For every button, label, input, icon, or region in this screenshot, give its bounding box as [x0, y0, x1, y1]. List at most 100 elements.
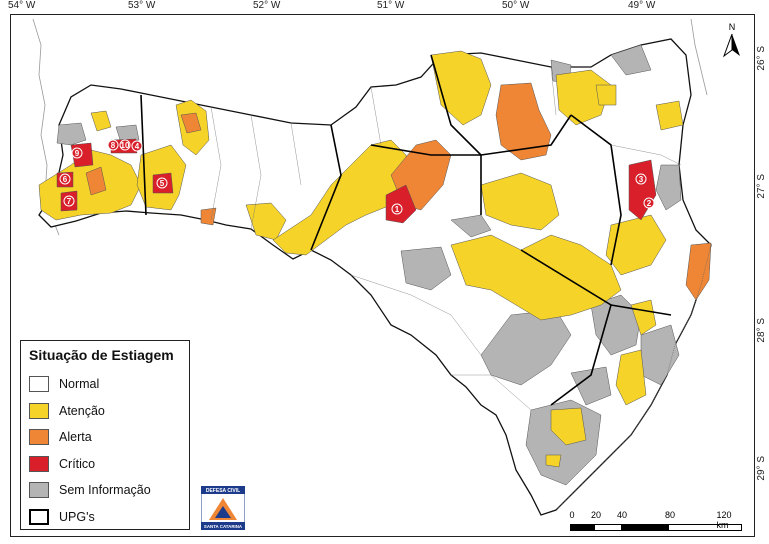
upg-boundary	[610, 304, 672, 316]
longitude-tick: 50° W	[502, 0, 530, 11]
logo-text-top: DEFESA CIVIL	[206, 488, 240, 494]
municipal-line	[370, 86, 382, 146]
scale-label: 40	[616, 510, 628, 520]
upg-boundary	[370, 144, 481, 156]
region-attention	[550, 407, 587, 446]
longitude-tick: 54° W	[8, 0, 36, 11]
scale-label: 120 km	[716, 510, 732, 530]
legend-item-atencao: Atenção	[29, 398, 181, 425]
upg-boundaries	[140, 54, 672, 406]
legend-item-alerta: Alerta	[29, 424, 181, 451]
region-alert	[495, 82, 552, 161]
longitude-tick: 51° W	[377, 0, 405, 11]
municipal-line	[210, 106, 222, 221]
legend-swatch	[29, 508, 49, 525]
region-no-info	[56, 122, 87, 146]
north-arrow-icon: N	[722, 22, 740, 58]
scale-segment	[571, 525, 595, 530]
marker-label: 4	[135, 142, 140, 151]
coastline	[555, 244, 712, 511]
legend: Situação de Estiagem Normal Atenção Aler…	[20, 340, 190, 530]
municipal-lines	[210, 66, 682, 411]
region-attention	[480, 172, 560, 231]
legend-swatch	[29, 402, 49, 419]
critical-marker: 2	[643, 197, 655, 209]
legend-label: UPG's	[59, 509, 95, 524]
north-label: N	[729, 22, 736, 32]
scale-segment	[669, 525, 739, 530]
region-alert	[180, 112, 202, 134]
region-attention	[595, 84, 617, 106]
region-no-info	[400, 246, 452, 291]
upg-boundary	[310, 124, 342, 251]
region-attention	[450, 234, 622, 321]
marker-label: 1	[395, 205, 400, 214]
region-no-info	[590, 294, 642, 356]
region-attention	[655, 100, 684, 131]
border-line	[690, 18, 708, 96]
municipal-line	[290, 122, 302, 186]
scale-bar-segments	[570, 524, 742, 531]
legend-swatch	[29, 376, 49, 393]
municipal-line	[350, 274, 482, 356]
municipal-line	[250, 114, 262, 230]
marker-label: 6	[63, 175, 68, 184]
region-no-info	[570, 366, 612, 406]
critical-marker: 6	[59, 173, 71, 185]
scale-label: 20	[590, 510, 602, 520]
critical-marker: 9	[71, 147, 83, 159]
upg-boundary	[430, 54, 482, 215]
critical-marker: 4	[131, 140, 143, 152]
map-svg: 1 2 3 4 5	[32, 18, 712, 516]
latitude-tick: 26° S	[756, 46, 767, 71]
region-critical	[385, 184, 417, 224]
legend-item-normal: Normal	[29, 371, 181, 398]
region-no-info	[450, 214, 492, 238]
scale-bar: 0 20 40 80 120 km	[569, 510, 745, 534]
legend-swatch	[29, 482, 49, 499]
marker-label: 2	[647, 199, 652, 208]
region-attention	[605, 214, 667, 276]
legend-label: Alerta	[59, 430, 92, 445]
legend-swatch	[29, 429, 49, 446]
latitude-tick: 28° S	[756, 318, 767, 343]
region-attention	[245, 202, 287, 241]
municipal-line	[610, 144, 682, 166]
legend-label: Normal	[59, 377, 100, 392]
critical-marker: 7	[63, 195, 75, 207]
legend-label: Atenção	[59, 403, 105, 418]
defesa-civil-logo: DEFESA CIVIL SANTA CATARINA	[201, 486, 245, 530]
legend-item-critico: Crítico	[29, 451, 181, 478]
region-attention	[90, 110, 112, 132]
legend-item-sem-informacao: Sem Informação	[29, 477, 181, 504]
marker-label: 7	[67, 197, 72, 206]
scale-segment	[621, 525, 669, 530]
longitude-tick: 49° W	[628, 0, 656, 11]
region-no-info	[115, 124, 140, 144]
longitude-tick: 52° W	[253, 0, 281, 11]
upg-boundary	[520, 249, 612, 406]
longitude-tick: 53° W	[128, 0, 156, 11]
region-no-info	[640, 324, 680, 386]
region-attention	[545, 454, 562, 468]
legend-label: Crítico	[59, 456, 96, 471]
legend-title: Situação de Estiagem	[29, 347, 174, 363]
latitude-tick: 27° S	[756, 174, 767, 199]
critical-marker: 3	[635, 173, 647, 185]
marker-label: 10	[121, 141, 130, 150]
upg-boundary	[140, 94, 147, 216]
critical-marker: 8	[107, 139, 119, 151]
legend-item-upg: UPG's	[29, 504, 181, 531]
critical-marker: 1	[391, 203, 403, 215]
region-attention	[555, 69, 612, 126]
critical-markers: 1 2 3 4 5	[59, 139, 655, 215]
region-attention	[615, 349, 647, 406]
region-alert	[685, 242, 712, 301]
scale-segment	[595, 525, 621, 530]
critical-marker: 5	[156, 177, 168, 189]
upg-boundary	[570, 114, 622, 266]
legend-swatch	[29, 455, 49, 472]
latitude-tick: 29° S	[756, 456, 767, 481]
scale-label: 80	[664, 510, 676, 520]
